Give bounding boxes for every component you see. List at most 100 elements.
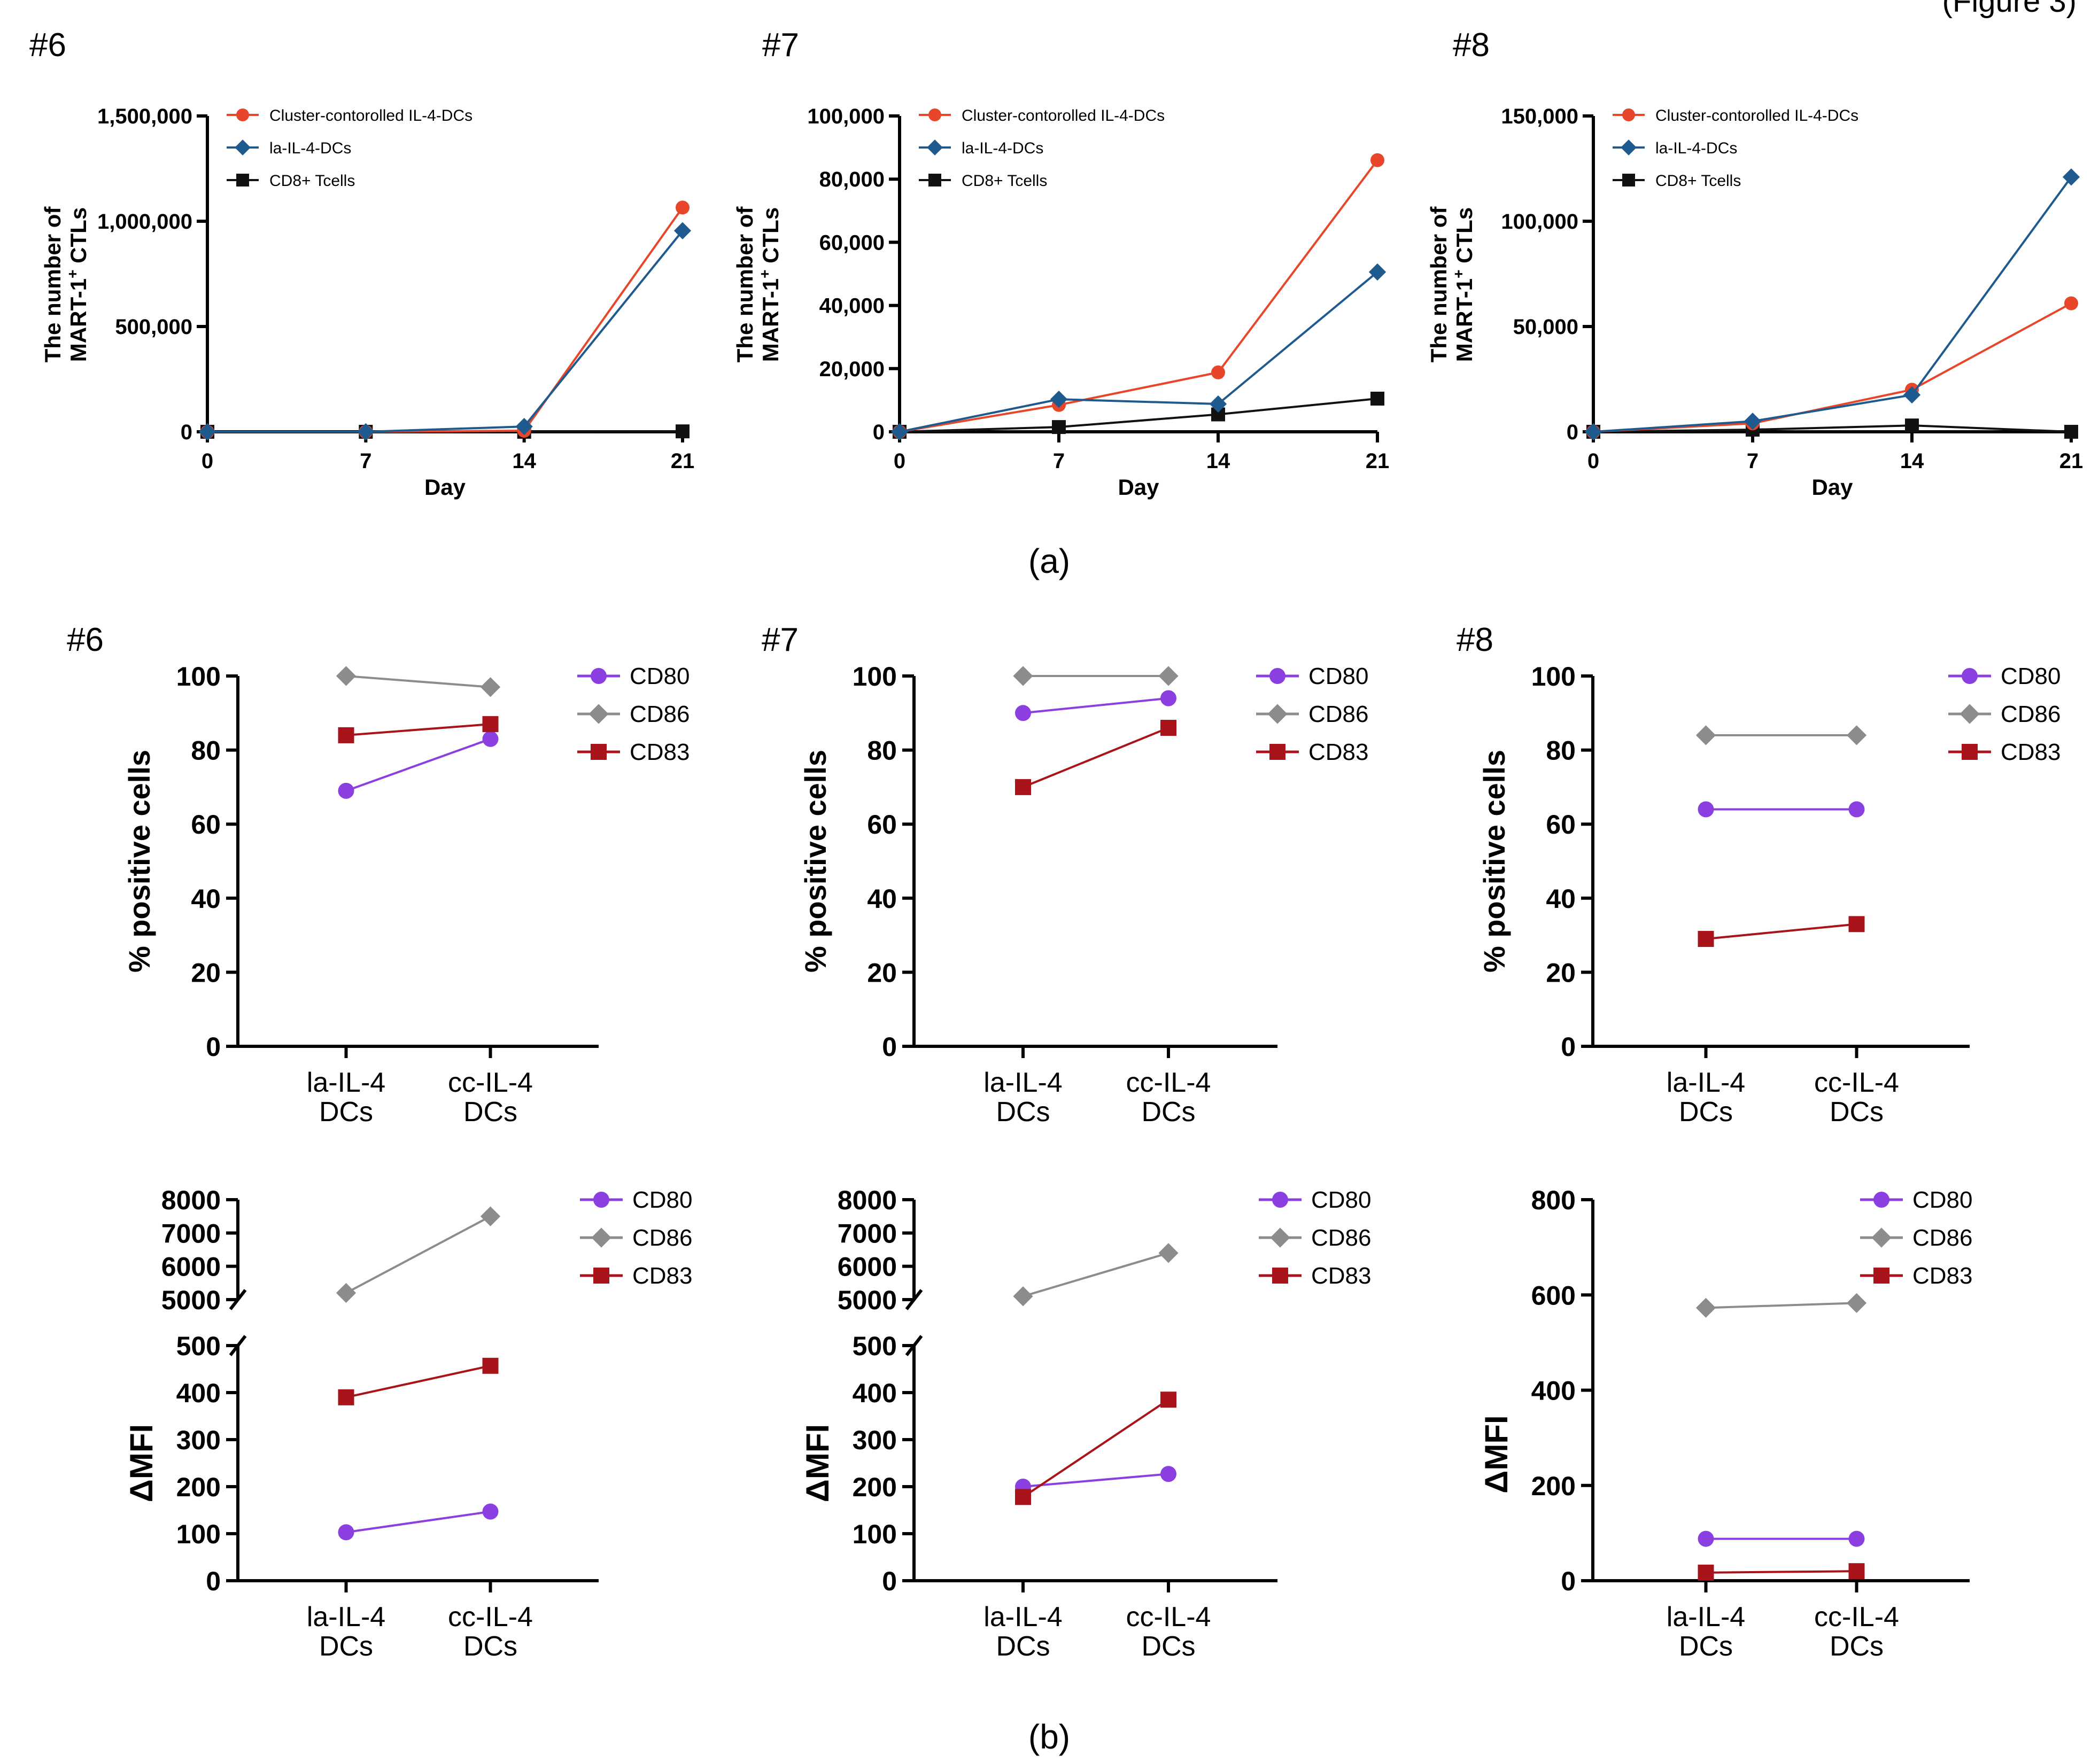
y-tick-label: 7000 [838, 1218, 897, 1248]
series-line-cd8-tcells [1593, 424, 2072, 433]
series-line-cd86 [345, 1215, 491, 1294]
series-line-cd86 [1706, 1302, 1857, 1309]
y-axis-label-suffix: CTLs [66, 207, 91, 270]
legend-marker-cd86 [1270, 1227, 1290, 1248]
data-point-la-il-4-dcs [515, 418, 533, 436]
y-axis-label-line1: The number of [40, 206, 65, 363]
charts-layer: #6 0 500,000 1,000,000 1,500,000 0 7 14 21 Day The… [29, 27, 2083, 1662]
series-line-cd8-tcells [899, 397, 1378, 433]
data-point-cd86 [336, 1283, 357, 1303]
y-tick-label: 20 [191, 958, 221, 988]
y-axis-label-line2: MART-1 [1452, 278, 1477, 362]
data-point-cd86 [1846, 1293, 1867, 1314]
donor-label: #8 [1457, 621, 1493, 658]
y-tick-label: 300 [853, 1425, 897, 1455]
y-tick-label: 200 [176, 1472, 221, 1502]
x-tick-label: DCs [319, 1097, 373, 1128]
header-fragment: (Figure 3) [1942, 0, 2077, 19]
legend-marker-cd80 [1962, 668, 1978, 684]
y-tick-label: 0 [873, 421, 885, 444]
x-tick-label: la-IL-4 [1667, 1602, 1745, 1633]
legend-marker-cd80 [1269, 668, 1285, 684]
data-point-cd80 [1160, 690, 1176, 706]
series-line-la-il-4-dcs [899, 271, 1378, 433]
data-point-cd83 [1160, 1392, 1176, 1408]
x-tick-label: DCs [1679, 1631, 1733, 1662]
y-tick-label: 150,000 [1501, 105, 1578, 128]
data-point-cd83 [1848, 1563, 1865, 1580]
y-tick-label: 200 [853, 1472, 897, 1502]
legend-label-cluster-contorolled-il-4-dcs: Cluster-contorolled IL-4-DCs [1655, 107, 1858, 125]
legend-marker-cd8-tcells [236, 174, 249, 186]
y-tick-label: 0 [882, 1032, 897, 1062]
data-point-la-il-4-dcs [673, 222, 692, 239]
legend-marker-cd80 [1272, 1192, 1288, 1208]
y-tick-label: 100 [176, 662, 221, 691]
y-tick-label: 400 [853, 1378, 897, 1408]
data-point-la-il-4-dcs [1584, 423, 1602, 441]
legend-label-cd83: CD83 [632, 1263, 693, 1289]
y-tick-label: 20,000 [819, 358, 885, 381]
data-point-la-il-4-dcs [1209, 395, 1227, 413]
data-point-la-il-4-dcs [1368, 263, 1387, 281]
data-point-cd86 [336, 666, 357, 686]
data-point-cd86 [480, 1206, 501, 1226]
x-tick-label: 21 [671, 449, 695, 473]
donor-label: #8 [1453, 27, 1490, 64]
y-tick-label: 0 [882, 1566, 897, 1596]
series-line-cd83 [346, 723, 491, 736]
data-point-cd86 [1158, 1243, 1179, 1263]
legend-label-cd83: CD83 [1311, 1263, 1372, 1289]
data-point-la-il-4-dcs [357, 423, 375, 441]
chart-b-mfi-1: 50006000700080000100200300400500la-IL-4D… [800, 1185, 1372, 1662]
y-tick-label: 40 [1546, 884, 1576, 914]
data-point-cd83 [482, 716, 499, 733]
y-axis-label-sup: + [1450, 269, 1467, 278]
legend-label-cd86: CD86 [2001, 701, 2061, 727]
x-tick-label: cc-IL-4 [448, 1602, 533, 1633]
data-point-cd86 [1695, 725, 1716, 745]
y-tick-label: 100 [853, 1519, 897, 1549]
x-tick-label: cc-IL-4 [1126, 1602, 1211, 1633]
x-tick-label: 0 [202, 449, 213, 473]
y-tick-label: 60,000 [819, 231, 885, 254]
y-tick-label: 300 [176, 1425, 221, 1455]
y-tick-label: 5000 [161, 1285, 221, 1315]
data-point-cd83 [338, 1389, 354, 1405]
y-tick-label: 80 [1546, 736, 1576, 766]
data-point-cd86 [1158, 666, 1179, 686]
data-point-la-il-4-dcs [890, 423, 909, 441]
y-tick-label: 6000 [838, 1252, 897, 1282]
y-axis-label-sup: + [756, 269, 773, 278]
x-tick-label: 14 [1206, 449, 1230, 473]
series-line-cd83 [1706, 1570, 1857, 1574]
series-line-la-il-4-dcs [1593, 176, 2072, 433]
legend-label-cd80: CD80 [630, 663, 690, 689]
data-point-cd80 [1848, 1530, 1865, 1547]
data-point-cd83 [338, 727, 354, 743]
legend-label-cd80: CD80 [2001, 663, 2061, 689]
legend-marker-cd86 [591, 1227, 611, 1248]
y-tick-label: 500 [853, 1331, 897, 1361]
chart-a-2: #8 0 50,000 100,000 150,000 0 7 14 21 Day The numb… [1426, 27, 2083, 500]
x-tick-label: DCs [1830, 1097, 1884, 1128]
data-point-cd80 [1160, 1466, 1176, 1482]
y-tick-label: 5000 [838, 1285, 897, 1315]
data-point-cd86 [1846, 725, 1867, 745]
series-line-cd80 [1023, 697, 1169, 714]
x-tick-label: DCs [996, 1631, 1050, 1662]
x-tick-label: 14 [512, 449, 536, 473]
legend-marker-cd86 [588, 704, 609, 724]
series-line-cluster-contorolled-il-4-dcs [899, 159, 1378, 433]
x-tick-label: la-IL-4 [307, 1602, 385, 1633]
y-tick-label: 20 [1546, 958, 1576, 988]
legend-label-cd80: CD80 [632, 1187, 693, 1213]
series-line-cd83 [1706, 923, 1857, 941]
data-point-cd80 [1848, 801, 1865, 818]
data-point-cluster-contorolled-il-4-dcs [2064, 296, 2078, 310]
y-tick-label: 1,000,000 [97, 210, 192, 234]
legend-marker-cd83 [1272, 1268, 1288, 1284]
legend-label-cluster-contorolled-il-4-dcs: Cluster-contorolled IL-4-DCs [269, 107, 473, 125]
